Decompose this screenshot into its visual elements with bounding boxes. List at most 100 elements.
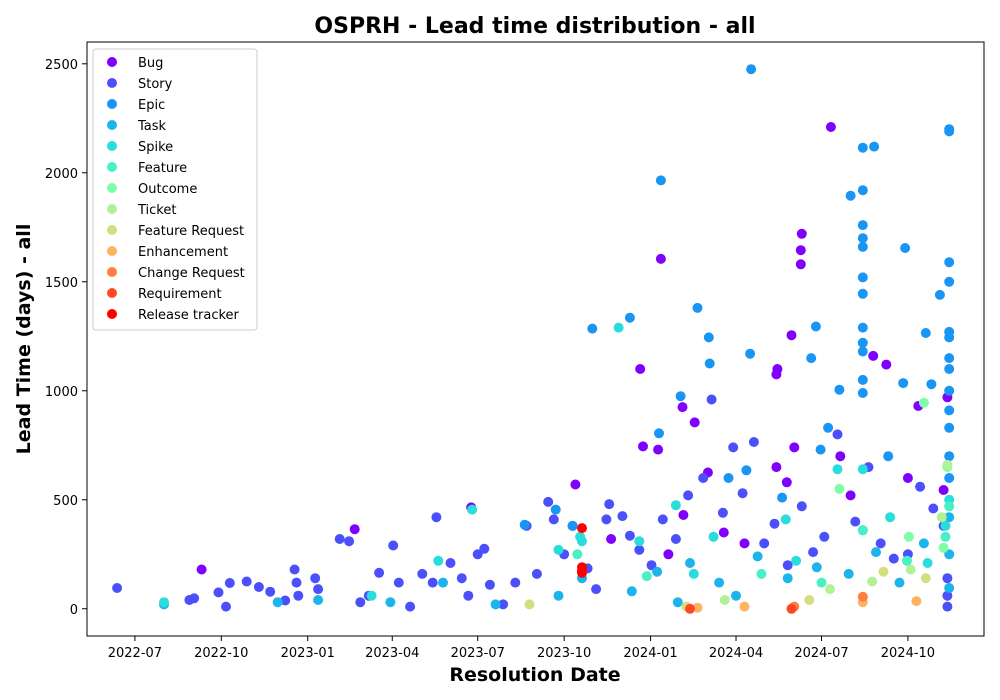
data-point-bug [635,364,646,374]
data-point-story [808,547,819,558]
data-point-story [393,577,404,588]
legend-marker-requirement [107,288,117,298]
data-point-requirement [685,603,695,614]
data-point-epic [857,337,868,348]
y-tick-label: 1500 [45,276,78,291]
data-point-story [748,437,759,447]
data-point-story [221,601,231,612]
data-point-enhancement [911,596,922,607]
data-point-story [472,549,483,560]
data-point-task [944,583,955,593]
legend-marker-bug [107,57,117,67]
data-point-feature [756,568,767,579]
legend-label-change-request: Change Request [138,266,245,281]
data-point-release-tracker [577,567,587,578]
legend-label-feature-request: Feature Request [138,224,244,239]
data-point-epic [815,444,826,455]
data-point-spike [366,590,377,601]
data-point-release-tracker [577,523,587,534]
data-point-epic [550,504,561,515]
x-axis-label: Resolution Date [449,664,620,686]
x-tick-label: 2022-10 [194,646,248,661]
data-point-epic [806,353,817,364]
data-point-story [819,531,830,542]
data-point-story [915,481,926,492]
data-point-feature-request [920,573,931,584]
data-point-story [634,544,645,555]
data-point-epic [869,141,880,152]
series-spike [159,322,955,608]
x-tick-label: 2023-07 [451,646,505,661]
y-axis: 0 500 1000 1500 2000 2500 [45,58,87,618]
data-point-spike [433,555,444,566]
data-point-story [456,573,467,584]
data-point-epic [944,451,955,462]
data-point-bug [349,524,360,535]
data-point-story [698,473,709,483]
data-point-epic [654,428,664,439]
data-point-story [289,564,300,575]
data-point-bug [786,330,797,341]
legend-label-release-tracker: Release tracker [138,308,240,323]
data-point-story [280,595,291,606]
data-point-epic [624,312,635,323]
data-point-task [811,562,822,573]
series-change-request [789,591,868,612]
data-point-epic [857,288,868,299]
data-point-outcome [903,531,914,542]
plot-frame [86,41,985,637]
data-point-epic [834,384,845,395]
data-point-epic [587,323,598,334]
legend-label-spike: Spike [138,140,173,155]
data-point-epic [675,391,686,402]
data-point-spike [922,558,933,568]
data-point-spike [634,536,645,547]
data-point-story [737,488,748,499]
series-ticket [719,459,953,605]
data-point-story [112,583,123,593]
data-point-task [553,590,564,601]
data-point-ticket [719,595,730,605]
data-point-feature-request [878,566,889,577]
data-point-epic [934,289,945,300]
data-point-story [604,499,615,510]
data-point-task [652,566,663,577]
data-point-task [490,599,501,610]
legend-marker-outcome [107,183,117,193]
data-point-story [759,538,770,549]
data-point-epic [883,451,894,462]
data-point-story [293,590,304,601]
x-tick-label: 2024-10 [881,646,935,661]
data-point-task [752,551,763,562]
data-point-task [918,538,929,549]
legend-label-epic: Epic [138,98,165,113]
series-epic [519,64,955,531]
legend-marker-task [107,120,117,130]
data-point-enhancement [692,602,703,613]
x-tick-label: 2024-01 [623,646,677,661]
series-feature [572,501,955,588]
legend-label-feature: Feature [138,161,187,176]
data-point-epic [857,142,868,153]
data-point-story [431,512,442,523]
data-point-bug [655,253,666,264]
y-tick-label: 1000 [45,385,78,400]
data-point-story [189,593,200,604]
legend-marker-feature [107,162,117,172]
data-point-story [888,553,899,564]
series-task [159,512,955,610]
x-tick-label: 2022-07 [108,646,162,661]
data-point-story [670,534,681,544]
data-point-task [313,595,324,605]
data-point-story [405,601,416,612]
legend-label-outcome: Outcome [138,182,197,197]
data-point-story [706,394,717,405]
data-point-spike [467,504,478,515]
data-point-epic [944,276,955,287]
legend-marker-ticket [107,204,117,214]
data-point-feature-request [524,599,535,610]
data-point-spike [708,531,719,542]
data-point-bug [781,477,792,488]
data-point-epic [857,220,868,231]
